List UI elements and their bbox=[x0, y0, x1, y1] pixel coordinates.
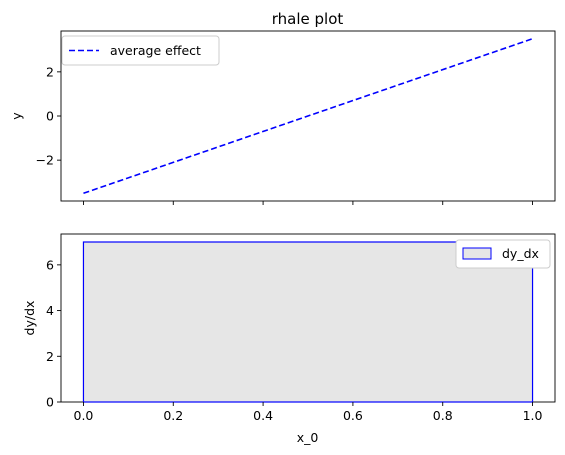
chart-title: rhale plot bbox=[272, 10, 344, 28]
bottom-y-tick-label: 2 bbox=[46, 349, 54, 364]
bottom-x-tick-label: 0.0 bbox=[74, 408, 94, 423]
bottom-x-tick-label: 0.2 bbox=[163, 408, 183, 423]
top-y-tick-label: 2 bbox=[46, 64, 54, 79]
bottom-panel: 0 2 4 6 0.0 0.2 0.4 0.6 0.8 1.0 dy/dx x_0 dy_dx bbox=[22, 233, 556, 445]
bottom-x-ticks: 0.0 0.2 0.4 0.6 0.8 1.0 bbox=[74, 402, 543, 423]
dy-dx-legend-swatch bbox=[462, 247, 492, 260]
average-effect-legend-label: average effect bbox=[110, 43, 201, 58]
bottom-x-tick-label: 0.8 bbox=[433, 408, 453, 423]
top-y-ticks: −2 0 2 bbox=[36, 64, 61, 168]
top-panel: −2 0 2 y average effect bbox=[9, 30, 556, 205]
bottom-bars bbox=[82, 241, 534, 403]
bottom-legend: dy_dx bbox=[455, 239, 551, 269]
bottom-x-axis-label: x_0 bbox=[297, 430, 319, 445]
bottom-x-tick-label: 1.0 bbox=[523, 408, 543, 423]
top-y-tick-label: −2 bbox=[36, 153, 54, 168]
top-legend-box bbox=[61, 35, 220, 66]
bottom-y-axis-label: dy/dx bbox=[22, 301, 37, 336]
bottom-legend-box bbox=[455, 239, 551, 269]
bottom-y-ticks: 0 2 4 6 bbox=[46, 257, 61, 410]
top-y-axis-label: y bbox=[9, 112, 24, 120]
bottom-x-tick-label: 0.4 bbox=[253, 408, 273, 423]
average-effect-line bbox=[83, 37, 533, 195]
bottom-x-tick-label: 0.6 bbox=[343, 408, 363, 423]
dy-dx-legend-label: dy_dx bbox=[502, 246, 539, 261]
bottom-y-tick-label: 4 bbox=[46, 303, 54, 318]
bottom-y-tick-label: 6 bbox=[46, 257, 54, 272]
top-y-tick-label: 0 bbox=[46, 109, 54, 124]
bottom-y-tick-label: 0 bbox=[46, 395, 54, 410]
top-x-ticks bbox=[83, 201, 533, 205]
top-legend: average effect bbox=[61, 35, 220, 66]
dy-dx-bar bbox=[82, 241, 534, 403]
